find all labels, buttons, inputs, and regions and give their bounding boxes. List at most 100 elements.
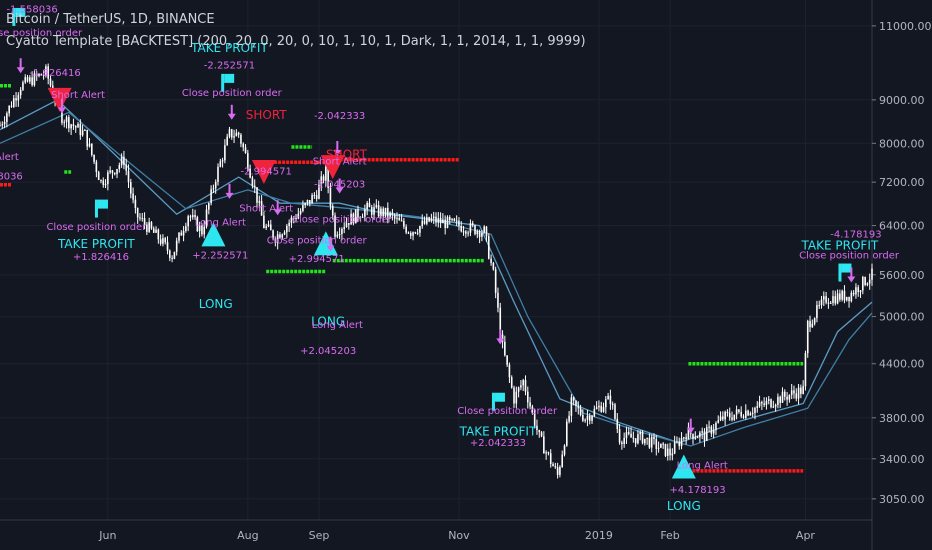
candle-body [829, 302, 832, 304]
candle-body [240, 134, 242, 144]
order-arrow-head [227, 113, 236, 120]
candle-body [563, 445, 566, 455]
chart-annotation-label: -1.558036 [6, 5, 57, 16]
candle-body [419, 226, 421, 233]
candle-body [501, 334, 504, 342]
candle-body [81, 130, 84, 136]
candle-body [825, 296, 827, 303]
candle-body [703, 431, 706, 441]
chart-annotation-label: -2.252571 [204, 60, 255, 71]
candle-body [811, 323, 814, 328]
candle-body [311, 195, 313, 204]
candle-body [150, 222, 153, 229]
candle-body [841, 290, 843, 300]
candle-body [483, 226, 485, 233]
order-arrow-head [16, 67, 25, 74]
candle-body [724, 411, 726, 420]
candle-body [187, 216, 189, 227]
candle-body [290, 217, 293, 223]
candle-body [520, 385, 522, 388]
chart-annotation-label: Close position order [267, 235, 368, 246]
candle-body [804, 353, 807, 387]
candle-body [531, 406, 534, 412]
x-tick-label: 2019 [585, 529, 613, 542]
take-profit-flag [841, 263, 852, 273]
candle-body [735, 409, 738, 415]
candle-body [224, 145, 226, 161]
candle-body [423, 220, 426, 224]
candle-body [308, 200, 311, 204]
candle-body [348, 223, 350, 225]
candle-body [430, 218, 433, 222]
x-tick-label: Apr [796, 529, 816, 542]
candle-body [148, 222, 150, 232]
candle-body [692, 433, 694, 439]
candle-body [286, 225, 288, 233]
candle-body [579, 408, 582, 415]
candle-body [412, 232, 414, 236]
candle-body [699, 432, 701, 438]
candle-body [65, 117, 68, 123]
candle-body [756, 406, 759, 409]
candle-body [313, 195, 316, 197]
candle-body [701, 431, 703, 433]
candle-body [113, 172, 116, 175]
candle-body [70, 124, 72, 129]
candle-body [208, 203, 210, 210]
candle-body [331, 206, 334, 216]
candle-body [662, 443, 664, 445]
candle-body [559, 466, 561, 475]
candle-body [233, 136, 235, 138]
candle-body [373, 207, 375, 215]
candle-body [139, 217, 141, 219]
order-arrow-head [686, 427, 695, 434]
candle-body [758, 402, 761, 407]
candle-body [47, 66, 49, 79]
chart-annotation-label: TAKE PROFIT [190, 41, 268, 55]
candle-body [671, 453, 674, 456]
candle-body [256, 187, 258, 203]
chart-annotation-label: +2.994571 [289, 254, 345, 265]
candle-body [731, 417, 733, 420]
candle-body [526, 391, 529, 403]
chart-annotation-label: +2.042333 [470, 438, 526, 449]
candle-body [485, 226, 488, 237]
take-profit-flag [15, 7, 26, 17]
candle-body [623, 438, 625, 444]
candle-body [554, 466, 557, 468]
candle-body [134, 199, 137, 208]
take-profit-flag-pole [221, 73, 225, 92]
candle-body [437, 218, 440, 223]
candle-body [474, 225, 476, 235]
candle-body [660, 443, 662, 448]
candle-body [162, 238, 164, 244]
candle-body [673, 442, 676, 454]
candle-body [116, 169, 118, 175]
candle-body [203, 226, 206, 235]
candle-body [10, 105, 13, 107]
y-tick-label: 6400.00 [879, 220, 925, 233]
candle-body [765, 400, 768, 405]
candle-body [185, 226, 187, 231]
candle-body [274, 238, 277, 244]
candle-body [42, 74, 45, 76]
candle-body [522, 380, 524, 386]
candle-body [244, 147, 247, 154]
candle-body [582, 414, 584, 421]
candle-body [104, 184, 107, 186]
candle-body [24, 77, 27, 83]
candle-body [212, 188, 215, 190]
x-tick-label: Sep [309, 529, 330, 542]
candle-body [584, 419, 586, 421]
candle-body [95, 161, 98, 172]
candle-body [646, 437, 648, 439]
candle-body [588, 415, 591, 421]
moving-average-line [0, 99, 873, 444]
candle-body [680, 437, 683, 447]
candle-body [605, 399, 607, 408]
candle-body [272, 230, 274, 239]
candle-body [598, 405, 600, 408]
chart-annotation-label: +2.045203 [300, 346, 356, 357]
